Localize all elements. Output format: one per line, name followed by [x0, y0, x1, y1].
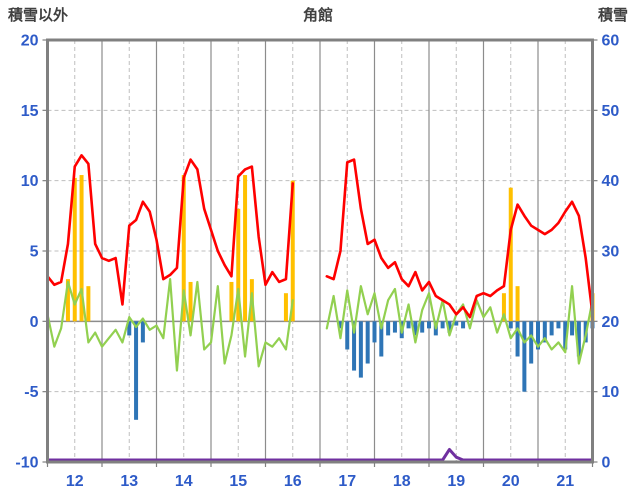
blue-bars-bar	[379, 321, 384, 357]
orange-bars-bar	[283, 293, 288, 322]
orange-bars-bar	[86, 286, 91, 322]
blue-bars-bar	[352, 321, 357, 371]
blue-bars-bar	[406, 321, 411, 329]
red-line-series	[46, 154, 594, 319]
x-tick-label: 14	[175, 473, 193, 490]
blue-bars-bar	[392, 321, 397, 333]
tick-marks	[42, 39, 598, 467]
y-left-tick-label: -5	[24, 384, 38, 401]
blue-bars-bar	[508, 321, 513, 329]
y-right-tick-label: 0	[602, 455, 611, 472]
x-tick-label: 21	[556, 473, 574, 490]
orange-bars-bar	[243, 175, 248, 322]
left-axis-title: 積雪以外	[8, 7, 69, 24]
y-right-tick-label: 30	[602, 244, 620, 261]
blue-bars-bar	[570, 321, 575, 336]
blue-bars-bar	[576, 321, 581, 357]
x-tick-label: 18	[393, 473, 411, 490]
blue-bars-bar	[358, 321, 363, 378]
blue-bars-bar	[134, 321, 139, 420]
blue-bars-series	[127, 321, 595, 420]
blue-bars-bar	[461, 321, 466, 329]
blue-bars-bar	[413, 321, 418, 336]
y-right-tick-label: 60	[602, 33, 620, 50]
y-right-tick-label: 10	[602, 384, 620, 401]
blue-bars-bar	[536, 321, 540, 350]
x-tick-label: 16	[284, 473, 302, 490]
blue-bars-bar	[345, 321, 350, 350]
blue-bars-bar	[127, 321, 132, 336]
y-left-tick-label: 5	[30, 244, 39, 261]
x-tick-label: 19	[447, 473, 465, 490]
x-tick-label: 17	[338, 473, 356, 490]
orange-bars-bar	[515, 286, 520, 322]
chart-title: 角館	[302, 7, 333, 24]
green-line	[46, 278, 294, 372]
y-right-tick-label: 50	[602, 103, 620, 120]
blue-bars-bar	[386, 321, 391, 336]
orange-bars-bar	[181, 175, 186, 322]
orange-bars-series	[65, 175, 595, 322]
orange-bars-bar	[72, 177, 77, 322]
blue-bars-bar	[447, 321, 452, 333]
blue-bars-bar	[515, 321, 520, 357]
y-right-tick-label: 40	[602, 173, 620, 190]
orange-bars-bar	[79, 175, 84, 322]
orange-bars-bar	[501, 293, 506, 322]
blue-bars-bar	[440, 321, 445, 329]
blue-bars-bar	[522, 321, 527, 392]
red-line	[325, 158, 594, 319]
blue-bars-bar	[338, 321, 343, 329]
x-tick-label: 13	[120, 473, 138, 490]
y-left-tick-label: -10	[15, 455, 38, 472]
orange-bars-bar	[290, 180, 295, 322]
blue-bars-bar	[372, 321, 377, 343]
blue-bars-bar	[420, 321, 425, 333]
blue-bars-bar	[563, 321, 568, 350]
y-left-tick-label: 15	[21, 103, 39, 120]
blue-bars-bar	[549, 321, 554, 336]
purple-line-series	[46, 447, 594, 462]
purple-line	[46, 447, 594, 462]
blue-bars-bar	[529, 321, 534, 364]
blue-bars-bar	[542, 321, 547, 343]
red-line	[46, 154, 295, 306]
orange-bars-bar	[65, 279, 70, 322]
orange-bars-bar	[236, 208, 241, 322]
y-left-tick-label: 10	[21, 173, 39, 190]
blue-bars-bar	[140, 321, 145, 343]
x-tick-label: 15	[229, 473, 247, 490]
orange-bars-bar	[229, 281, 234, 322]
blue-bars-bar	[427, 321, 431, 329]
x-tick-label: 20	[502, 473, 520, 490]
x-tick-label: 12	[66, 473, 84, 490]
blue-bars-bar	[454, 321, 459, 326]
y-left-tick-label: 20	[21, 33, 39, 50]
blue-bars-bar	[365, 321, 370, 364]
right-axis-title: 積雪	[597, 7, 628, 24]
blue-bars-bar	[556, 321, 561, 329]
y-right-tick-label: 20	[602, 314, 620, 331]
orange-bars-bar	[188, 281, 193, 322]
orange-bars-bar	[508, 187, 513, 322]
y-left-tick-label: 0	[30, 314, 39, 331]
